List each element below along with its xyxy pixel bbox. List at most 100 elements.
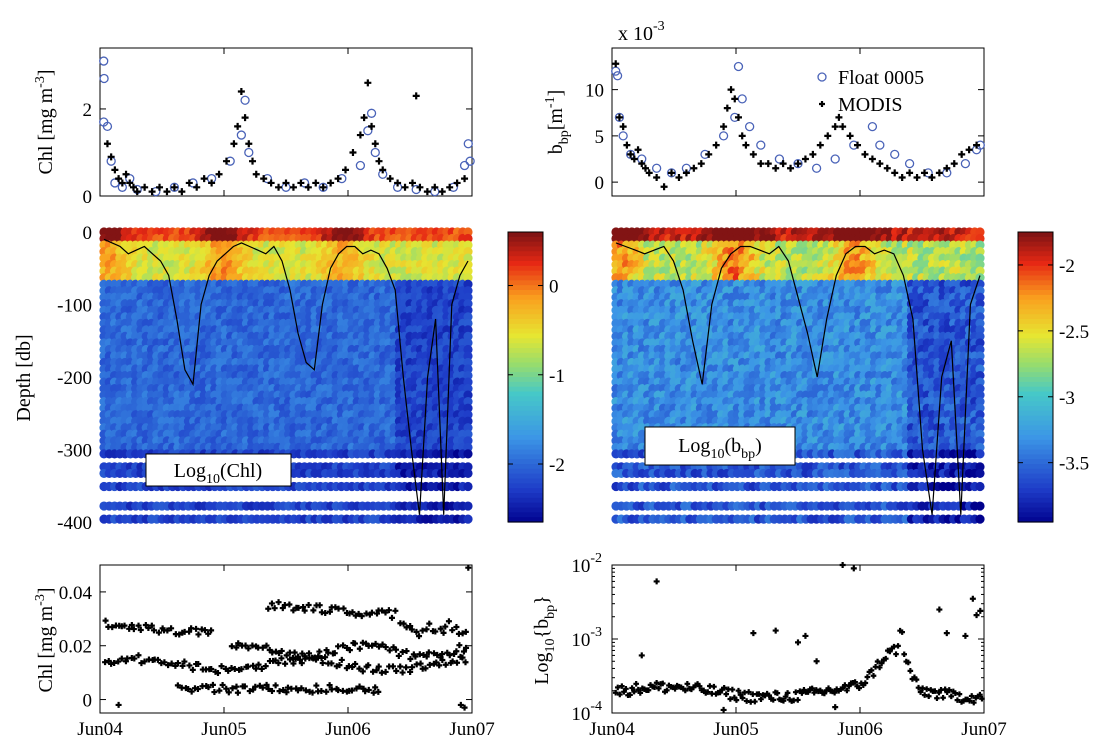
y-tick-label: 10	[585, 81, 604, 102]
data-point	[861, 150, 869, 158]
colorbar-segment	[508, 473, 543, 480]
colorbar-segment	[508, 246, 543, 252]
colorbar-segment	[508, 478, 543, 484]
colorbar-tick-label: -2	[549, 455, 565, 476]
colorbar-segment	[508, 309, 543, 315]
data-point	[723, 104, 731, 112]
data-point	[960, 158, 971, 169]
data-point	[156, 183, 164, 191]
profile-point	[463, 397, 473, 407]
colorbar-segment	[508, 386, 543, 393]
data-point	[634, 146, 642, 154]
colorbar-segment	[508, 343, 543, 349]
y-axis-label: Chl [mg m-3]	[33, 69, 57, 174]
profile-point	[463, 344, 473, 355]
data-point	[237, 88, 245, 96]
colorbar-segment	[508, 430, 543, 436]
data-point	[727, 86, 735, 94]
colorbar-frame	[507, 231, 544, 523]
data-point	[675, 174, 683, 181]
profile-point	[463, 384, 473, 394]
data-point	[364, 79, 372, 87]
data-point	[366, 108, 377, 118]
annotation-label: Log10(Chl)	[174, 460, 262, 487]
data-point	[950, 160, 958, 168]
data-point	[720, 123, 728, 131]
colorbar-segment	[508, 236, 543, 243]
data-point	[275, 183, 283, 191]
profile-point	[463, 299, 473, 309]
colorbar-segment	[508, 410, 543, 417]
profile-point	[463, 481, 473, 492]
data-point	[423, 188, 431, 196]
data-point	[252, 170, 260, 178]
colorbar-segment	[508, 285, 543, 291]
data-point	[412, 92, 420, 100]
data-point	[935, 169, 943, 177]
data-point	[774, 154, 785, 164]
colorbar-segment	[508, 502, 543, 509]
data-point	[625, 149, 636, 160]
data-point	[943, 164, 951, 172]
data-point	[386, 175, 394, 183]
label-part: -3	[33, 76, 48, 88]
colorbar-segment	[508, 275, 543, 281]
label-part: ]	[545, 90, 567, 97]
data-point	[334, 175, 342, 183]
data-point	[614, 112, 625, 123]
data-point	[267, 179, 275, 187]
profile-point	[463, 266, 473, 276]
data-point	[240, 95, 250, 105]
data-point	[904, 158, 915, 169]
colorbar-segment	[508, 420, 543, 426]
colorbar-segment	[508, 391, 543, 397]
data-point	[958, 150, 966, 158]
profile-point	[463, 227, 473, 237]
profile-point	[463, 312, 473, 322]
data-point	[794, 160, 802, 168]
colorbar-segment	[508, 459, 543, 465]
profile-point	[463, 351, 473, 361]
profile-point	[463, 253, 473, 263]
data-point	[830, 154, 840, 164]
data-point	[416, 183, 424, 191]
data-point	[282, 179, 290, 187]
data-point	[368, 122, 376, 130]
profile-point	[463, 325, 473, 335]
data-point	[867, 121, 878, 132]
data-point	[99, 73, 109, 84]
data-point	[682, 169, 690, 177]
data-point	[208, 179, 216, 187]
data-point	[118, 179, 126, 187]
data-point	[920, 169, 928, 177]
axes-frame	[611, 47, 985, 197]
data-point	[446, 183, 454, 191]
data-point	[630, 155, 638, 163]
label-part: bp	[557, 130, 572, 144]
colorbar-segment	[508, 348, 543, 354]
colorbar-segment	[508, 333, 543, 339]
data-point	[623, 141, 631, 149]
data-point	[928, 174, 936, 181]
colorbar-segment	[508, 483, 543, 489]
data-point	[731, 95, 739, 103]
data-point	[801, 155, 809, 163]
data-point	[297, 179, 305, 187]
y-axis-label: bbp[m-1]	[543, 90, 572, 155]
data-point	[737, 94, 747, 104]
data-point	[170, 183, 178, 191]
legend-label: Float 0005	[838, 67, 924, 89]
data-point	[342, 166, 350, 174]
data-point	[846, 132, 854, 140]
label-part: ]	[35, 69, 57, 76]
colorbar-tick-label: 0	[549, 277, 559, 298]
profile-point	[463, 260, 473, 270]
colorbar-segment	[508, 396, 543, 402]
data-point	[360, 114, 368, 122]
data-point	[356, 131, 364, 139]
colorbar-segment	[508, 232, 543, 238]
data-point	[244, 147, 254, 158]
colorbar-segment	[508, 241, 543, 248]
